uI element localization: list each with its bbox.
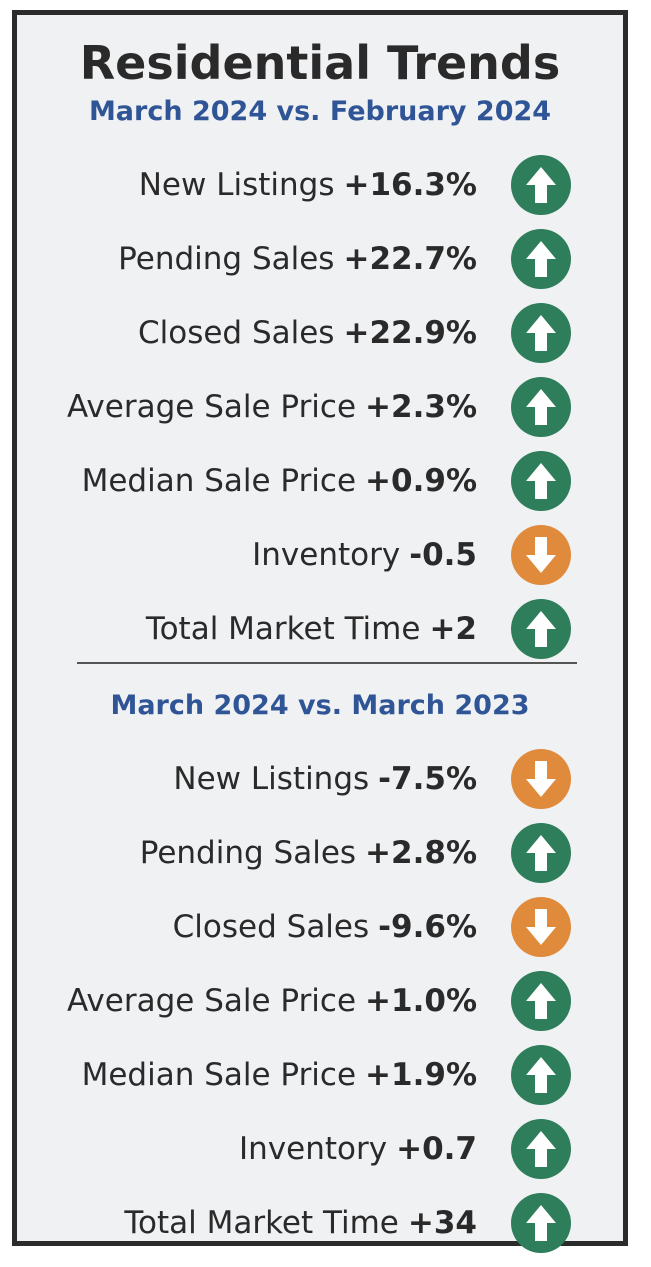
metric-row: Closed Sales +22.9%: [17, 305, 477, 361]
metric-value: -9.6%: [378, 909, 477, 945]
metric-value: +2.8%: [365, 835, 477, 871]
metric-label: Inventory: [252, 537, 401, 573]
metric-label: Pending Sales: [118, 241, 335, 277]
metric-value: +22.9%: [343, 315, 477, 351]
metric-value: +0.9%: [365, 463, 477, 499]
metric-row: New Listings -7.5%: [17, 751, 477, 807]
metric-row: Total Market Time +34: [17, 1195, 477, 1251]
arrow-up-icon: [511, 1193, 571, 1253]
arrow-up-icon: [511, 1045, 571, 1105]
arrow-down-icon: [511, 525, 571, 585]
metric-label: Pending Sales: [139, 835, 357, 871]
arrow-up-icon: [511, 599, 571, 659]
arrow-down-icon: [511, 897, 571, 957]
metric-row: Total Market Time +2: [17, 601, 477, 657]
metric-value: +0.7: [396, 1131, 477, 1167]
arrow-down-icon: [511, 749, 571, 809]
metric-label: Total Market Time: [124, 1205, 399, 1241]
metric-row: Average Sale Price +1.0%: [17, 973, 477, 1029]
metric-label: Median Sale Price: [81, 1057, 357, 1093]
metric-row: Pending Sales +2.8%: [17, 825, 477, 881]
metric-value: +2: [429, 611, 477, 647]
metric-value: +22.7%: [343, 241, 477, 277]
metric-value: +16.3%: [343, 167, 477, 203]
metric-row: Pending Sales +22.7%: [17, 231, 477, 287]
arrow-up-icon: [511, 229, 571, 289]
metric-value: -0.5: [409, 537, 477, 573]
metric-row: Closed Sales -9.6%: [17, 899, 477, 955]
metric-label: Average Sale Price: [67, 389, 357, 425]
metric-value: +2.3%: [365, 389, 477, 425]
metric-label: Closed Sales: [137, 315, 335, 351]
metric-label: Closed Sales: [172, 909, 370, 945]
metric-label: Inventory: [239, 1131, 388, 1167]
arrow-up-icon: [511, 451, 571, 511]
metric-row: Median Sale Price +0.9%: [17, 453, 477, 509]
metric-value: -7.5%: [378, 761, 477, 797]
metric-row: Inventory -0.5: [17, 527, 477, 583]
arrow-up-icon: [511, 971, 571, 1031]
arrow-up-icon: [511, 823, 571, 883]
page-title: Residential Trends: [79, 36, 561, 90]
arrow-up-icon: [511, 1119, 571, 1179]
residential-trends-panel: Residential Trends March 2024 vs. Februa…: [12, 10, 628, 1253]
metric-value: +1.9%: [365, 1057, 477, 1093]
metric-row: New Listings +16.3%: [17, 157, 477, 213]
arrow-up-icon: [511, 155, 571, 215]
metric-label: Total Market Time: [145, 611, 421, 647]
metric-value: +1.0%: [365, 983, 477, 1019]
section-heading-month-over-month: March 2024 vs. February 2024: [88, 96, 552, 127]
metric-value: +34: [407, 1205, 477, 1241]
metric-label: Average Sale Price: [67, 983, 357, 1019]
section-divider: [77, 662, 577, 664]
metric-row: Median Sale Price +1.9%: [17, 1047, 477, 1103]
metric-label: Median Sale Price: [81, 463, 357, 499]
metric-row: Average Sale Price +2.3%: [17, 379, 477, 435]
section-heading-year-over-year: March 2024 vs. March 2023: [110, 690, 530, 721]
metric-label: New Listings: [138, 167, 335, 203]
arrow-up-icon: [511, 377, 571, 437]
metric-row: Inventory +0.7: [17, 1121, 477, 1177]
arrow-up-icon: [511, 303, 571, 363]
metric-label: New Listings: [173, 761, 370, 797]
